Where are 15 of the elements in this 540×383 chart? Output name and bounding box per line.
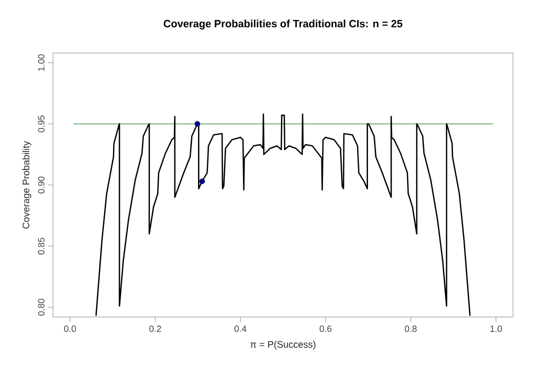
x-tick-label: 0.4 [234,326,246,332]
y-axis-title: Coverage Probability [22,140,32,229]
x-axis-title: π = P(Success) [250,340,316,350]
y-tick-label: 0.95 [38,116,44,132]
x-tick-label: 1.0 [490,326,502,332]
line-series [95,113,471,316]
y-tick-label: 1.00 [38,54,44,71]
x-tick-label: 0.2 [149,326,162,332]
x-tick-label: 0.6 [320,326,332,332]
x-tick-label: 0.8 [404,326,417,332]
y-tick-label: 0.85 [38,238,44,255]
chart-title: Coverage Probabilities of Traditional CIs: n = 25 [164,20,402,30]
y-tick-label: 0.80 [38,298,44,316]
y-tick-label: 0.90 [38,176,44,194]
x-tick-label: 0.0 [64,326,76,332]
